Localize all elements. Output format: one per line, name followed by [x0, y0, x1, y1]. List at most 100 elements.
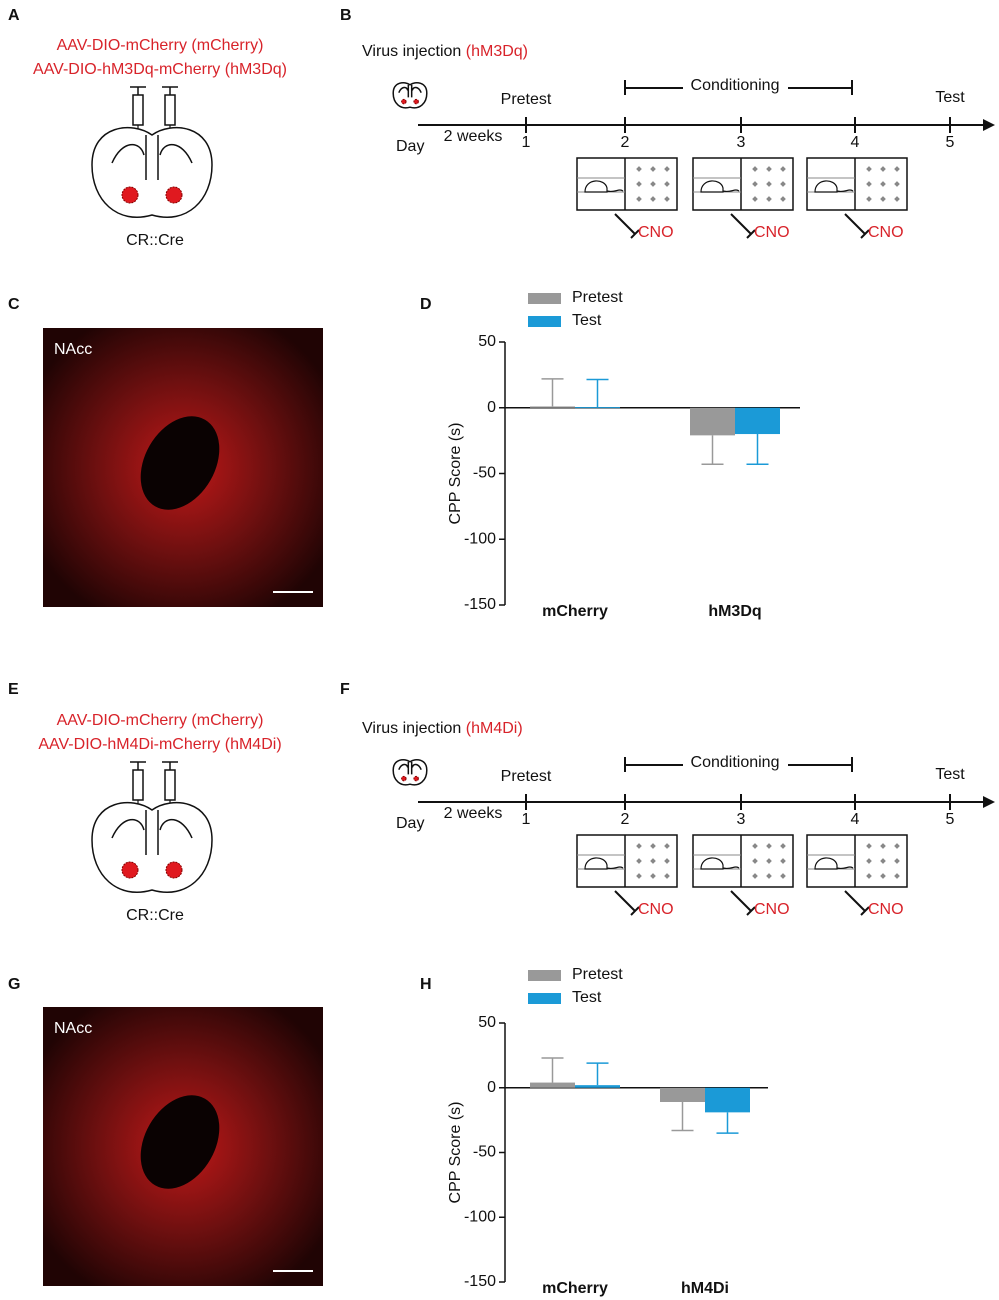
panel-letter: G: [8, 976, 20, 993]
timeline-title: Virus injection (hM4Di): [362, 720, 523, 737]
dot: [752, 181, 758, 187]
anterior-commissure: [140, 1095, 220, 1189]
error-bar: [701, 435, 724, 466]
dot: [894, 858, 900, 864]
bar: [690, 407, 735, 436]
dot: [636, 181, 642, 187]
injection-site: [121, 186, 139, 204]
dot: [780, 196, 786, 202]
y-tick-label: 50: [478, 1014, 496, 1031]
error-bar: [541, 1057, 564, 1083]
legend-label: Pretest: [572, 966, 623, 983]
bar: [575, 1085, 620, 1088]
x-tick-label: hM3Dq: [708, 603, 761, 620]
syringe: [132, 94, 144, 126]
day-label: 3: [737, 134, 746, 151]
drug: CNO: [754, 224, 790, 241]
bar: [705, 1087, 750, 1113]
dot: [752, 843, 758, 849]
title-text: Virus injection: [362, 43, 466, 60]
dot: [894, 873, 900, 879]
legend-swatch: [528, 993, 561, 1004]
dot: [650, 181, 656, 187]
day-label: 4: [851, 134, 860, 151]
ventricle: [111, 810, 193, 855]
dot: [894, 196, 900, 202]
arrow-head: [983, 119, 995, 131]
test: Test: [935, 89, 965, 106]
virus-name: (hM3Dq): [466, 43, 528, 60]
dot: [636, 843, 642, 849]
dot: [780, 166, 786, 172]
dot: [894, 843, 900, 849]
brain-icon: [392, 82, 428, 109]
bar: [660, 1087, 705, 1102]
conditioning: Conditioning: [691, 754, 780, 771]
legend-label: Test: [572, 312, 602, 329]
injection-site: [401, 775, 407, 782]
panel-letter: E: [8, 681, 19, 698]
legend-swatch: [528, 293, 561, 304]
dot: [766, 873, 772, 879]
dot: [780, 843, 786, 849]
dot: [880, 166, 886, 172]
dot: [752, 858, 758, 864]
dot: [880, 873, 886, 879]
day-label: 2: [621, 134, 630, 151]
x-tick-label: mCherry: [542, 1280, 608, 1297]
brain: [91, 801, 213, 893]
test: Test: [935, 766, 965, 783]
virus-label: AAV-DIO-hM4Di-mCherry (hM4Di): [38, 736, 281, 753]
bar: [575, 407, 620, 409]
legend-label: Pretest: [572, 289, 623, 306]
dot: [880, 843, 886, 849]
dot: [650, 873, 656, 879]
error-bar: [541, 378, 564, 407]
dot: [894, 166, 900, 172]
dot: [766, 858, 772, 864]
injection-site: [165, 861, 183, 879]
y-axis-label: CPP Score (s): [447, 423, 464, 525]
syringe-icon: [614, 213, 640, 239]
syringe-icon: [844, 890, 870, 916]
syringe: [164, 769, 176, 801]
x-tick-label: mCherry: [542, 603, 608, 620]
error-bar: [586, 1062, 609, 1086]
bracket: [624, 80, 853, 95]
dot: [636, 166, 642, 172]
y-tick-label: -50: [473, 465, 496, 482]
dot: [894, 181, 900, 187]
syringe: [132, 769, 144, 801]
y-axis-label: CPP Score (s): [447, 1102, 464, 1204]
y-tick-label: 0: [487, 399, 496, 416]
day-caption: Day: [396, 138, 424, 155]
virus-label: AAV-DIO-mCherry (mCherry): [57, 712, 264, 729]
bar: [530, 1082, 575, 1088]
day-label: 4: [851, 811, 860, 828]
dot: [664, 181, 670, 187]
interval: 2 weeks: [444, 805, 503, 822]
brain-icon: [392, 759, 428, 786]
dot: [650, 166, 656, 172]
dot: [636, 858, 642, 864]
region-label: NAcc: [54, 341, 92, 358]
dot: [866, 196, 872, 202]
ventricle: [398, 84, 422, 98]
y-tick-label: -50: [473, 1144, 496, 1161]
injection-site: [165, 186, 183, 204]
panel-letter: H: [420, 976, 432, 993]
dot: [880, 181, 886, 187]
dot: [766, 181, 772, 187]
dot: [766, 166, 772, 172]
mouse: [700, 180, 740, 193]
dot: [866, 166, 872, 172]
error-bar: [586, 378, 609, 408]
injection-site: [401, 98, 407, 105]
y-tick-label: -150: [464, 596, 496, 613]
mouse: [700, 857, 740, 870]
panel-letter: F: [340, 681, 350, 698]
dot: [780, 873, 786, 879]
legend-swatch: [528, 316, 561, 327]
drug: CNO: [638, 901, 674, 918]
drug: CNO: [638, 224, 674, 241]
